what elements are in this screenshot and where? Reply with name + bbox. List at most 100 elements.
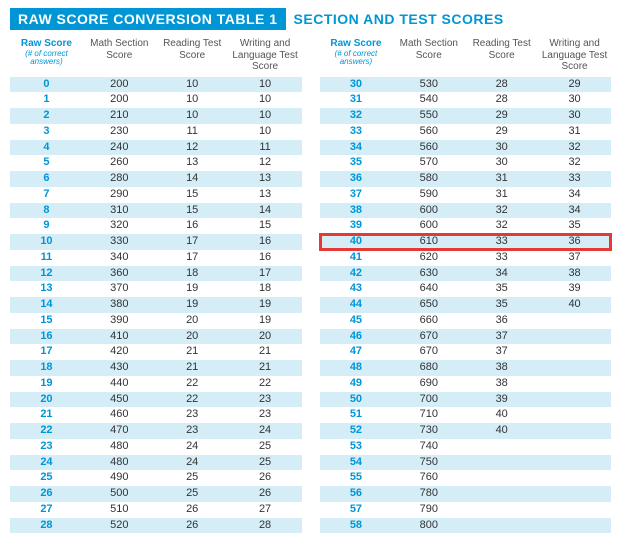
- table-row: 123601817: [10, 266, 302, 282]
- cell-math: 330: [83, 234, 156, 250]
- cell-read: 17: [156, 250, 229, 266]
- score-table-left: Raw Score (# of correct answers) Math Se…: [10, 36, 302, 533]
- cell-math: 290: [83, 187, 156, 203]
- cell-write: 34: [538, 203, 611, 219]
- cell-read: 32: [465, 203, 538, 219]
- cell-write: 40: [538, 297, 611, 313]
- cell-read: 10: [156, 108, 229, 124]
- cell-read: 22: [156, 392, 229, 408]
- table-row: 325502930: [320, 108, 612, 124]
- table-row: 93201615: [10, 218, 302, 234]
- table-row: 345603032: [320, 140, 612, 156]
- cell-write: 26: [229, 470, 302, 486]
- table-row: 174202121: [10, 344, 302, 360]
- cell-math: 700: [392, 392, 465, 408]
- cell-read: 29: [465, 124, 538, 140]
- table-row: 244802425: [10, 455, 302, 471]
- cell-write: [538, 439, 611, 455]
- cell-read: 16: [156, 218, 229, 234]
- cell-read: 32: [465, 218, 538, 234]
- cell-math: 320: [83, 218, 156, 234]
- cell-write: 21: [229, 360, 302, 376]
- cell-raw: 30: [320, 77, 393, 93]
- cell-raw: 35: [320, 155, 393, 171]
- cell-write: [538, 392, 611, 408]
- cell-read: [465, 439, 538, 455]
- table-row: 4868038: [320, 360, 612, 376]
- cell-read: 26: [156, 518, 229, 534]
- table-row: 446503540: [320, 297, 612, 313]
- cell-read: 26: [156, 502, 229, 518]
- cell-math: 410: [83, 329, 156, 345]
- cell-raw: 20: [10, 392, 83, 408]
- cell-math: 620: [392, 250, 465, 266]
- cell-raw: 54: [320, 455, 393, 471]
- table-row: 57790: [320, 502, 612, 518]
- cell-read: 40: [465, 407, 538, 423]
- cell-raw: 9: [10, 218, 83, 234]
- cell-write: 33: [538, 171, 611, 187]
- cell-read: 25: [156, 470, 229, 486]
- cell-read: 10: [156, 92, 229, 108]
- cell-math: 520: [83, 518, 156, 534]
- table-row: 285202628: [10, 518, 302, 534]
- cell-math: 230: [83, 124, 156, 140]
- cell-read: 30: [465, 155, 538, 171]
- cell-math: 740: [392, 439, 465, 455]
- table-row: 5273040: [320, 423, 612, 439]
- cell-write: 25: [229, 455, 302, 471]
- cell-raw: 7: [10, 187, 83, 203]
- table-row: 214602323: [10, 407, 302, 423]
- cell-read: 23: [156, 423, 229, 439]
- cell-raw: 24: [10, 455, 83, 471]
- table-row: 355703032: [320, 155, 612, 171]
- cell-math: 670: [392, 344, 465, 360]
- table-row: 265002526: [10, 486, 302, 502]
- cell-write: 24: [229, 423, 302, 439]
- header-raw: Raw Score (# of correct answers): [10, 36, 83, 77]
- cell-raw: 4: [10, 140, 83, 156]
- cell-raw: 19: [10, 376, 83, 392]
- cell-write: 26: [229, 486, 302, 502]
- cell-read: 40: [465, 423, 538, 439]
- cell-raw: 36: [320, 171, 393, 187]
- table-row: 184302121: [10, 360, 302, 376]
- cell-math: 760: [392, 470, 465, 486]
- cell-write: 12: [229, 155, 302, 171]
- cell-raw: 22: [10, 423, 83, 439]
- cell-math: 670: [392, 329, 465, 345]
- cell-write: 38: [538, 266, 611, 282]
- cell-math: 780: [392, 486, 465, 502]
- cell-raw: 39: [320, 218, 393, 234]
- cell-write: 23: [229, 392, 302, 408]
- cell-raw: 57: [320, 502, 393, 518]
- cell-write: 32: [538, 155, 611, 171]
- cell-math: 610: [392, 234, 465, 250]
- table-row: 234802425: [10, 439, 302, 455]
- cell-read: 15: [156, 203, 229, 219]
- table-row: 42401211: [10, 140, 302, 156]
- cell-raw: 32: [320, 108, 393, 124]
- cell-write: 34: [538, 187, 611, 203]
- table-row: 426303438: [320, 266, 612, 282]
- table-row: 164102020: [10, 329, 302, 345]
- cell-math: 640: [392, 281, 465, 297]
- cell-math: 530: [392, 77, 465, 93]
- cell-math: 650: [392, 297, 465, 313]
- cell-raw: 27: [10, 502, 83, 518]
- table-row: 396003235: [320, 218, 612, 234]
- table-row: 53740: [320, 439, 612, 455]
- cell-write: [538, 407, 611, 423]
- header-raw: Raw Score (# of correct answers): [320, 36, 393, 77]
- cell-read: 21: [156, 344, 229, 360]
- cell-math: 430: [83, 360, 156, 376]
- cell-read: 38: [465, 360, 538, 376]
- cell-raw: 53: [320, 439, 393, 455]
- table-row: 54750: [320, 455, 612, 471]
- cell-read: 35: [465, 297, 538, 313]
- cell-write: 27: [229, 502, 302, 518]
- cell-raw: 51: [320, 407, 393, 423]
- cell-read: 28: [465, 92, 538, 108]
- cell-raw: 25: [10, 470, 83, 486]
- cell-read: 23: [156, 407, 229, 423]
